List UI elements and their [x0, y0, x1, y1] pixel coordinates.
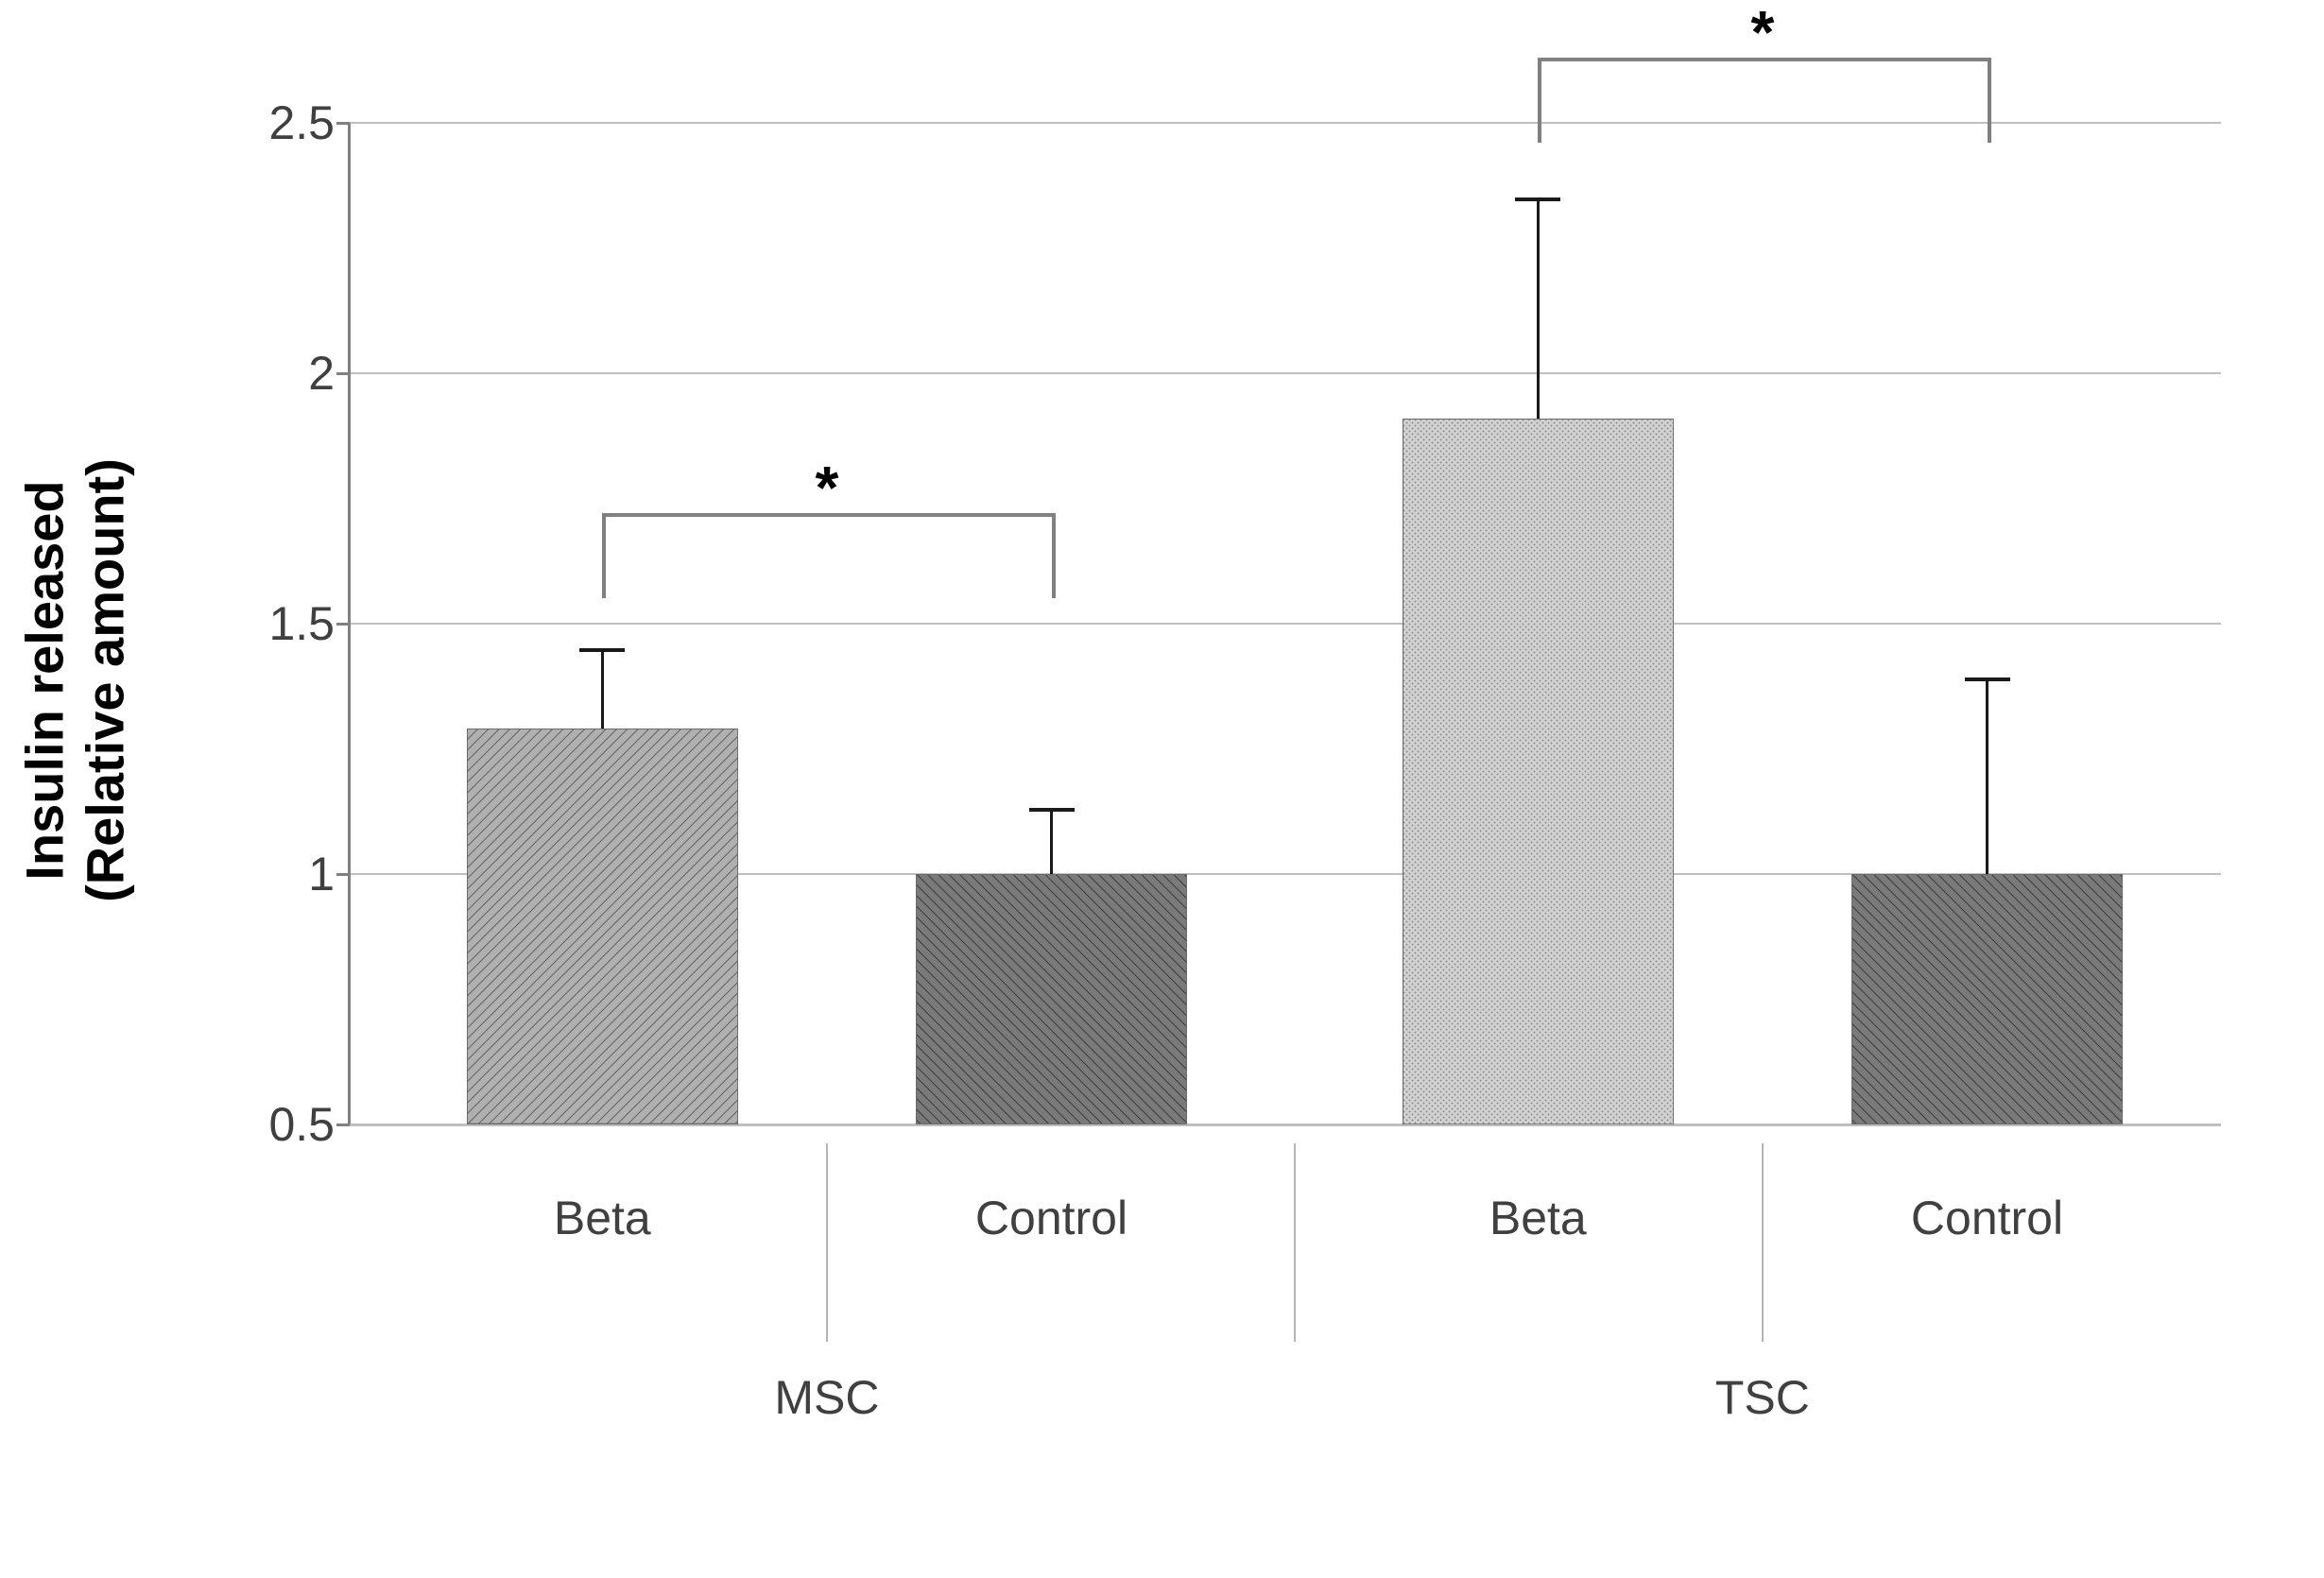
gridline [350, 372, 2221, 374]
error-bar-stem [1050, 809, 1053, 874]
significance-star: * [1750, 0, 1774, 67]
gridline [350, 122, 2221, 124]
bar [1851, 874, 2123, 1124]
error-bar-stem [601, 649, 604, 729]
bar-label: Control [975, 1191, 1128, 1245]
y-tick-mark [336, 122, 350, 125]
group-divider [1294, 1143, 1296, 1342]
y-tick-mark [336, 623, 350, 626]
y-tick-label: 0.5 [268, 1097, 335, 1152]
y-tick-label: 1.5 [268, 596, 335, 651]
bar [916, 874, 1187, 1124]
bar [467, 729, 738, 1124]
significance-bracket-drop [1988, 58, 1991, 143]
y-tick-label: 2 [308, 346, 335, 401]
y-tick-mark [336, 873, 350, 876]
bar-label: Control [1911, 1191, 2063, 1245]
bar [1403, 419, 1674, 1124]
y-axis-label-line2: (Relative amount) [76, 458, 135, 902]
significance-bracket-drop [1538, 58, 1541, 143]
bar-label: Beta [1489, 1191, 1587, 1245]
group-label: TSC [1715, 1370, 1810, 1425]
bar-label: Beta [554, 1191, 651, 1245]
gridline [350, 623, 2221, 625]
error-bar-cap [1029, 808, 1075, 812]
group-divider [826, 1143, 828, 1342]
significance-bracket-drop [1052, 513, 1056, 598]
significance-bracket-drop [602, 513, 606, 598]
y-tick-mark [336, 372, 350, 375]
plot-area: 0.511.522.5BetaControlBetaControl**MSCTS… [350, 123, 2221, 1124]
error-bar-cap [1965, 678, 2010, 681]
group-label: MSC [774, 1370, 879, 1425]
significance-star: * [815, 453, 838, 523]
y-tick-mark [336, 1123, 350, 1126]
y-tick-label: 1 [308, 847, 335, 901]
group-divider [1762, 1143, 1764, 1342]
y-axis-label: Insulin released (Relative amount) [15, 458, 137, 902]
figure: Insulin released (Relative amount) 0.511… [0, 0, 2324, 1578]
error-bar-cap [1515, 197, 1560, 201]
error-bar-cap [579, 648, 625, 652]
error-bar-stem [1537, 198, 1540, 419]
y-tick-label: 2.5 [268, 95, 335, 150]
y-axis-label-line1: Insulin released [15, 480, 75, 880]
error-bar-stem [1986, 678, 1988, 874]
